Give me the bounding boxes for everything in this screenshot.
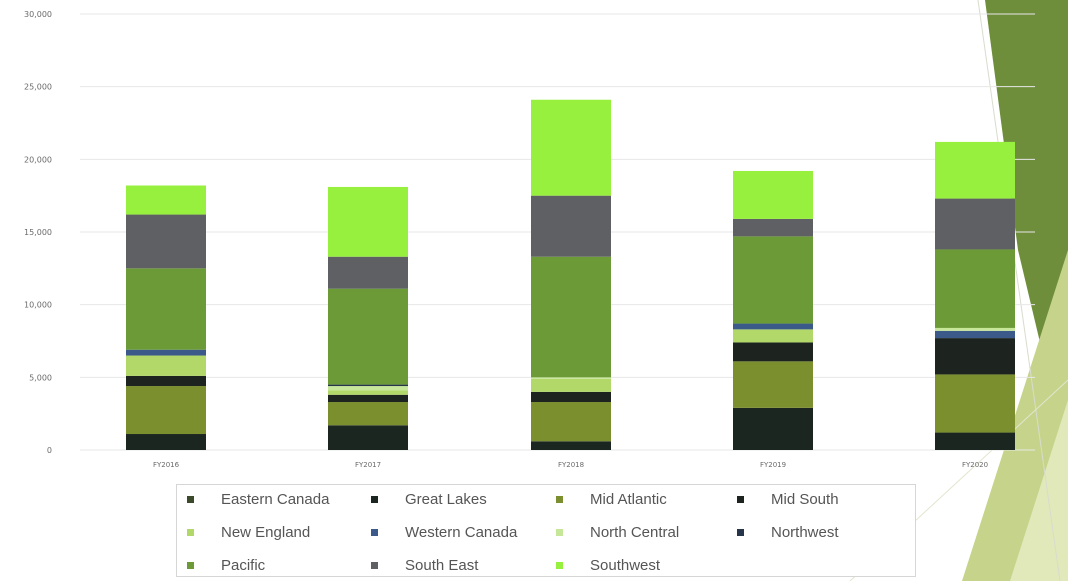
legend-label: Mid Atlantic — [590, 490, 667, 508]
bar-segment-great-lakes-fy2019 — [733, 407, 813, 450]
bar-segment-south-east-fy2019 — [733, 218, 813, 237]
bar-segment-great-lakes-fy2016 — [126, 434, 206, 450]
legend-label: Northwest — [771, 523, 839, 541]
legend-item: Great Lakes — [371, 489, 487, 509]
legend-swatch — [187, 528, 194, 536]
legend-swatch — [371, 528, 378, 536]
bar-segment-great-lakes-fy2020 — [935, 432, 1015, 450]
bar-segment-new-england-fy2016 — [126, 355, 206, 376]
bar-segment-pacific-fy2016 — [126, 268, 206, 350]
legend-item: New England — [187, 522, 310, 542]
bar-segment-southwest-fy2017 — [328, 186, 408, 257]
x-tick-label: FY2019 — [760, 461, 786, 469]
bar-segment-great-lakes-fy2017 — [328, 425, 408, 450]
y-tick-label: 25,000 — [24, 83, 52, 92]
legend-label: Eastern Canada — [221, 490, 330, 508]
bar-segment-pacific-fy2018 — [531, 256, 611, 378]
legend-item: Pacific — [187, 555, 265, 575]
y-axis-tick-labels: 0 5,000 10,000 15,000 20,000 25,000 30,000 — [24, 10, 52, 455]
y-tick-label: 20,000 — [24, 155, 52, 164]
bar-segment-southwest-fy2018 — [531, 99, 611, 196]
bar-segment-south-east-fy2020 — [935, 198, 1015, 250]
bar-segment-mid-south-fy2020 — [935, 338, 1015, 375]
legend-label: Southwest — [590, 556, 661, 574]
bar-segment-south-east-fy2018 — [531, 195, 611, 257]
legend-item: Southwest — [556, 555, 660, 575]
legend-swatch — [737, 528, 744, 536]
legend-label: Pacific — [221, 556, 266, 574]
x-tick-label: FY2020 — [962, 461, 988, 469]
bar-segment-north-central-fy2017 — [328, 386, 408, 391]
legend-item: Western Canada — [371, 522, 517, 542]
bars — [126, 99, 1015, 450]
bar-segment-mid-south-fy2017 — [328, 394, 408, 403]
x-tick-label: FY2016 — [153, 461, 180, 469]
legend-swatch — [371, 561, 378, 569]
bar-segment-western-canada-fy2020 — [935, 330, 1015, 339]
legend-swatch — [187, 495, 194, 503]
bar-segment-great-lakes-fy2018 — [531, 441, 611, 450]
bar-segment-south-east-fy2016 — [126, 214, 206, 269]
y-tick-label: 15,000 — [24, 228, 52, 237]
y-tick-label: 5,000 — [29, 373, 52, 382]
bar-segment-southwest-fy2016 — [126, 185, 206, 215]
bar-segment-new-england-fy2017 — [328, 390, 408, 395]
bar-segment-north-central-fy2020 — [935, 327, 1015, 331]
bar-segment-pacific-fy2019 — [733, 236, 813, 324]
bar-segment-mid-south-fy2016 — [126, 375, 206, 387]
bar-segment-southwest-fy2019 — [733, 170, 813, 219]
bar-segment-mid-atlantic-fy2017 — [328, 402, 408, 426]
legend-label: Great Lakes — [405, 490, 487, 508]
bar-segment-mid-south-fy2019 — [733, 342, 813, 362]
bar-segment-mid-atlantic-fy2016 — [126, 386, 206, 435]
legend-swatch — [556, 495, 563, 503]
chart-legend: Eastern Canada Great Lakes Mid Atlantic Mid… — [176, 484, 916, 577]
legend-item: South East — [371, 555, 478, 575]
bar-segment-pacific-fy2017 — [328, 288, 408, 385]
bar-segment-western-canada-fy2016 — [126, 349, 206, 356]
legend-swatch — [187, 561, 194, 569]
bar-segment-mid-atlantic-fy2020 — [935, 374, 1015, 433]
bar-segment-pacific-fy2020 — [935, 249, 1015, 328]
y-tick-label: 30,000 — [24, 10, 52, 19]
x-tick-label: FY2017 — [355, 461, 381, 469]
bar-segment-western-canada-fy2019 — [733, 323, 813, 330]
y-tick-label: 10,000 — [24, 301, 52, 310]
legend-label: Mid South — [771, 490, 839, 508]
bar-segment-south-east-fy2017 — [328, 256, 408, 289]
bar-segment-mid-south-fy2018 — [531, 391, 611, 403]
legend-swatch — [556, 561, 563, 569]
legend-label: Western Canada — [405, 523, 518, 541]
legend-item: North Central — [556, 522, 679, 542]
y-tick-label: 0 — [47, 446, 52, 455]
bar-segment-southwest-fy2020 — [935, 141, 1015, 199]
bar-segment-new-england-fy2018 — [531, 378, 611, 392]
legend-label: South East — [405, 556, 479, 574]
legend-item: Mid South — [737, 489, 839, 509]
x-tick-label: FY2018 — [558, 461, 584, 469]
deco-thin-line — [977, 0, 1061, 581]
legend-label: New England — [221, 523, 311, 541]
bar-segment-northwest-fy2017 — [328, 384, 408, 387]
bar-segment-mid-atlantic-fy2019 — [733, 361, 813, 408]
legend-swatch — [556, 528, 563, 536]
bar-segment-new-england-fy2019 — [733, 329, 813, 343]
legend-item: Mid Atlantic — [556, 489, 667, 509]
bar-segment-north-central-fy2018 — [531, 377, 611, 379]
legend-swatch — [371, 495, 378, 503]
legend-label: North Central — [590, 523, 680, 541]
x-axis-tick-labels: FY2016 FY2017 FY2018 FY2019 FY2020 — [153, 461, 988, 469]
bar-segment-mid-atlantic-fy2018 — [531, 402, 611, 442]
legend-item: Eastern Canada — [187, 489, 329, 509]
legend-swatch — [737, 495, 744, 503]
legend-item: Northwest — [737, 522, 839, 542]
